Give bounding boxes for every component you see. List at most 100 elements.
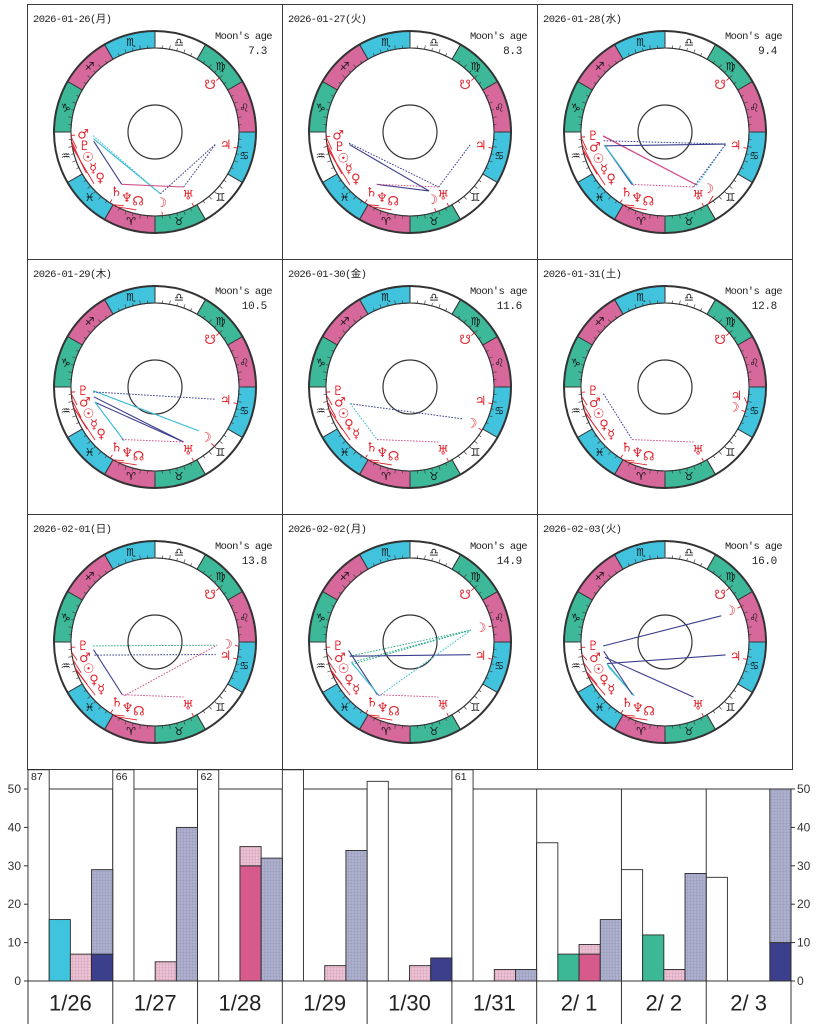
moon-icon: ☽ <box>426 193 438 208</box>
degree-tick <box>98 451 102 455</box>
wheel-center-circle <box>637 104 693 160</box>
planet-leader-line <box>623 204 635 207</box>
degree-tick <box>492 656 497 658</box>
planet-leader-line <box>109 199 113 204</box>
degree-tick <box>582 670 587 673</box>
northnode-icon: ☊ <box>133 705 145 720</box>
planet-leader-line <box>626 206 647 211</box>
scorpio-sign-icon: ♏ <box>636 546 646 559</box>
mercury-icon: ☿ <box>607 682 615 697</box>
horoscope-wheel: ♈ ♉ ♊ ♋ ♌ ♍ ♎ ♏ ♐ ♑ ♒ ♓ ♇♂☉☿♀ ♄♆ ☊ ♅☽ ♃ ☋ <box>563 30 767 234</box>
degree-tick <box>488 611 493 614</box>
southnode-icon: ☋ <box>459 78 471 93</box>
degree-tick <box>679 45 681 50</box>
degree-tick <box>227 597 232 601</box>
aries-sign-icon: ♈ <box>381 470 391 483</box>
degree-tick <box>227 87 232 91</box>
degree-tick <box>438 210 441 215</box>
moon-age-value: 14.9 <box>496 556 523 568</box>
gemini-sign-icon: ♊ <box>215 446 225 459</box>
planet-leader-line <box>71 146 95 184</box>
degree-tick <box>394 300 396 305</box>
planet-leader-line <box>233 402 238 405</box>
degree-tick <box>582 415 587 418</box>
bar-overflow-value: 66 <box>116 771 128 783</box>
degree-tick <box>124 465 127 470</box>
degree-tick <box>327 670 332 673</box>
gemini-sign-icon: ♊ <box>725 701 735 714</box>
bar-navy-8 <box>769 942 792 982</box>
moon-age-value: 11.6 <box>496 301 523 313</box>
degree-tick <box>737 428 742 432</box>
neptune-icon: ♆ <box>631 191 643 206</box>
aspect-line-moon-jupiter <box>696 143 727 186</box>
degree-tick <box>588 683 593 687</box>
degree-tick <box>208 706 212 710</box>
aspect-line-neptune-moon <box>378 629 472 697</box>
planet-leader-line <box>488 625 493 628</box>
planet-leader-line <box>191 202 195 207</box>
taurus-sign-icon: ♉ <box>684 215 694 228</box>
leo-sign-icon: ♌ <box>494 102 504 115</box>
planet-leader-line <box>215 587 220 591</box>
degree-tick <box>78 428 83 432</box>
cancer-sign-icon: ♋ <box>749 149 759 162</box>
planet-leader-line <box>113 714 125 717</box>
degree-tick <box>597 695 601 699</box>
neptune-icon: ♆ <box>121 191 133 206</box>
planet-leader-line <box>234 644 240 647</box>
degree-tick <box>196 565 200 570</box>
horoscope-wheel: ♈ ♉ ♊ ♋ ♌ ♍ ♎ ♏ ♐ ♑ ♒ ♓ ♇♂☉♀☿ ♄♆ ☊ ♅ ♃ ☽☋ <box>563 540 767 744</box>
mars-icon: ♂ <box>79 396 91 411</box>
panel-date: 2026-01-29(木) <box>33 269 112 281</box>
degree-tick <box>482 428 487 432</box>
bar-light-pink-0 <box>69 953 93 982</box>
planet-leader-line <box>707 195 714 205</box>
degree-tick <box>342 330 346 334</box>
degree-tick <box>183 559 186 564</box>
degree-tick <box>693 49 696 54</box>
degree-tick <box>718 451 722 455</box>
planet-leader-line <box>446 712 450 717</box>
pisces-sign-icon: ♓ <box>340 446 350 459</box>
mercury-icon: ☿ <box>607 427 615 442</box>
uranus-icon: ♅ <box>182 443 194 458</box>
degree-tick <box>139 469 141 474</box>
saturn-icon: ♄ <box>110 185 122 200</box>
libra-sign-icon: ♎ <box>174 36 184 49</box>
cancer-sign-icon: ♋ <box>239 659 249 672</box>
bar-white-3 <box>281 769 304 982</box>
northnode-icon: ☊ <box>132 195 144 210</box>
aspect-line-pluto-moon <box>93 644 217 647</box>
degree-tick <box>365 55 369 60</box>
bar-magenta-6 <box>578 953 601 982</box>
degree-tick <box>718 574 722 578</box>
panel-date: 2026-01-28(水) <box>543 14 622 26</box>
degree-tick <box>634 210 637 215</box>
mars-icon: ♂ <box>334 651 346 666</box>
right-tick-label: 0 <box>797 974 804 988</box>
degree-tick <box>588 428 593 432</box>
degree-tick <box>98 706 102 710</box>
degree-tick <box>342 75 346 79</box>
mercury-icon: ☿ <box>345 162 353 177</box>
planet-leader-line <box>620 454 623 459</box>
sagittarius-sign-icon: ♐ <box>85 60 95 73</box>
degree-tick <box>706 55 710 60</box>
degree-tick <box>463 64 467 68</box>
degree-tick <box>219 185 223 189</box>
degree-tick <box>608 64 612 68</box>
degree-tick <box>323 656 328 658</box>
bar-gray-blue-6 <box>599 919 622 982</box>
neptune-icon: ♆ <box>376 191 388 206</box>
planet-leader-line <box>110 709 114 714</box>
aquarius-sign-icon: ♒ <box>571 404 581 417</box>
planet-leader-line <box>325 136 333 150</box>
aspect-line-venus-jupiter <box>604 143 726 147</box>
degree-tick <box>693 559 696 564</box>
virgo-sign-icon: ♍ <box>215 570 225 583</box>
degree-tick <box>208 196 212 200</box>
planet-leader-line <box>701 457 705 462</box>
degree-tick <box>649 214 651 219</box>
sun-icon: ☉ <box>338 407 350 422</box>
